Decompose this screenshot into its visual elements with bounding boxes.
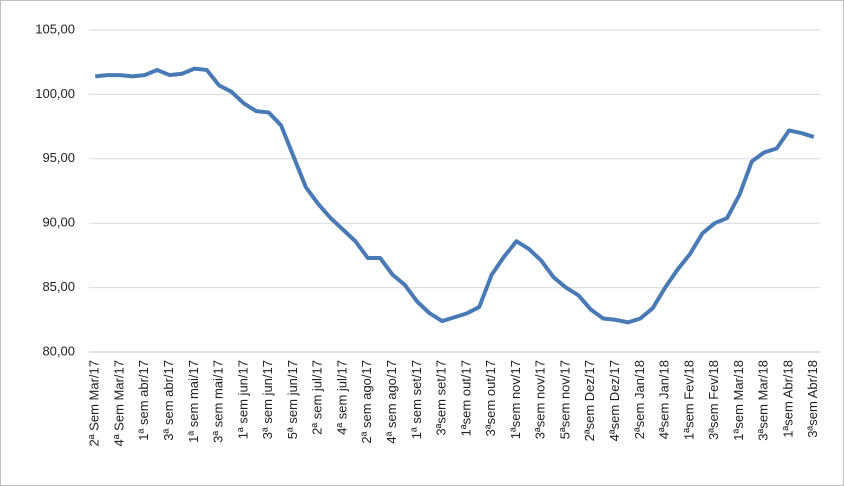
x-tick-label: 4ª sem jul/17	[334, 360, 349, 435]
y-tick-label: 100,00	[35, 86, 75, 101]
x-tick-label: 1ª sem set/17	[409, 360, 424, 439]
y-tick-label: 85,00	[42, 279, 75, 294]
x-tick-label: 3ªsem Abr/18	[805, 360, 820, 438]
x-tick-label: 4ª Sem Mar/17	[111, 360, 126, 446]
x-tick-label: 3ª sem abr/17	[161, 360, 176, 441]
x-tick-label: 1ªsem Fev/18	[681, 360, 696, 440]
x-tick-label: 1ªsem Abr/18	[780, 360, 795, 438]
x-tick-label: 1ªsem nov/17	[508, 360, 523, 439]
x-tick-label: 3ªsem Fev/18	[706, 360, 721, 440]
x-tick-label: 2ª sem ago/17	[359, 360, 374, 444]
x-tick-label: 4ª sem ago/17	[384, 360, 399, 444]
y-tick-label: 95,00	[42, 150, 75, 165]
x-tick-label: 2ª sem jul/17	[310, 360, 325, 435]
x-tick-label: 5ªsem nov/17	[557, 360, 572, 439]
y-tick-label: 90,00	[42, 215, 75, 230]
x-tick-label: 3ª sem mai/17	[211, 360, 226, 443]
x-tick-label: 2ª Sem Mar/17	[87, 360, 102, 446]
x-tick-label: 4ªsem Dez/17	[607, 360, 622, 441]
x-tick-label: 4ªsem Jan/18	[657, 360, 672, 439]
x-tick-label: 1ªsem Mar/18	[731, 360, 746, 441]
x-tick-label: 1ª sem abr/17	[136, 360, 151, 441]
y-tick-label: 105,00	[35, 21, 75, 36]
y-tick-label: 80,00	[42, 343, 75, 358]
x-tick-label: 2ªsem Dez/17	[582, 360, 597, 441]
line	[94, 66, 815, 325]
x-tick-label: 3ªsem Mar/18	[756, 360, 771, 441]
x-tick-label: 3ªsem out/17	[483, 360, 498, 436]
x-tick-label: 5ª sem jun/17	[285, 360, 300, 439]
x-tick-label: 1ªsem out/17	[458, 360, 473, 436]
x-tick-label: 3ªsem nov/17	[533, 360, 548, 439]
x-tick-label: 3ª sem jun/17	[260, 360, 275, 439]
x-tick-label: 2ªsem Jan/18	[632, 360, 647, 439]
x-tick-label: 3ªsem set/17	[434, 360, 449, 436]
x-tick-label: 1ª sem mai/17	[186, 360, 201, 443]
x-tick-label: 1ª sem jun/17	[235, 360, 250, 439]
